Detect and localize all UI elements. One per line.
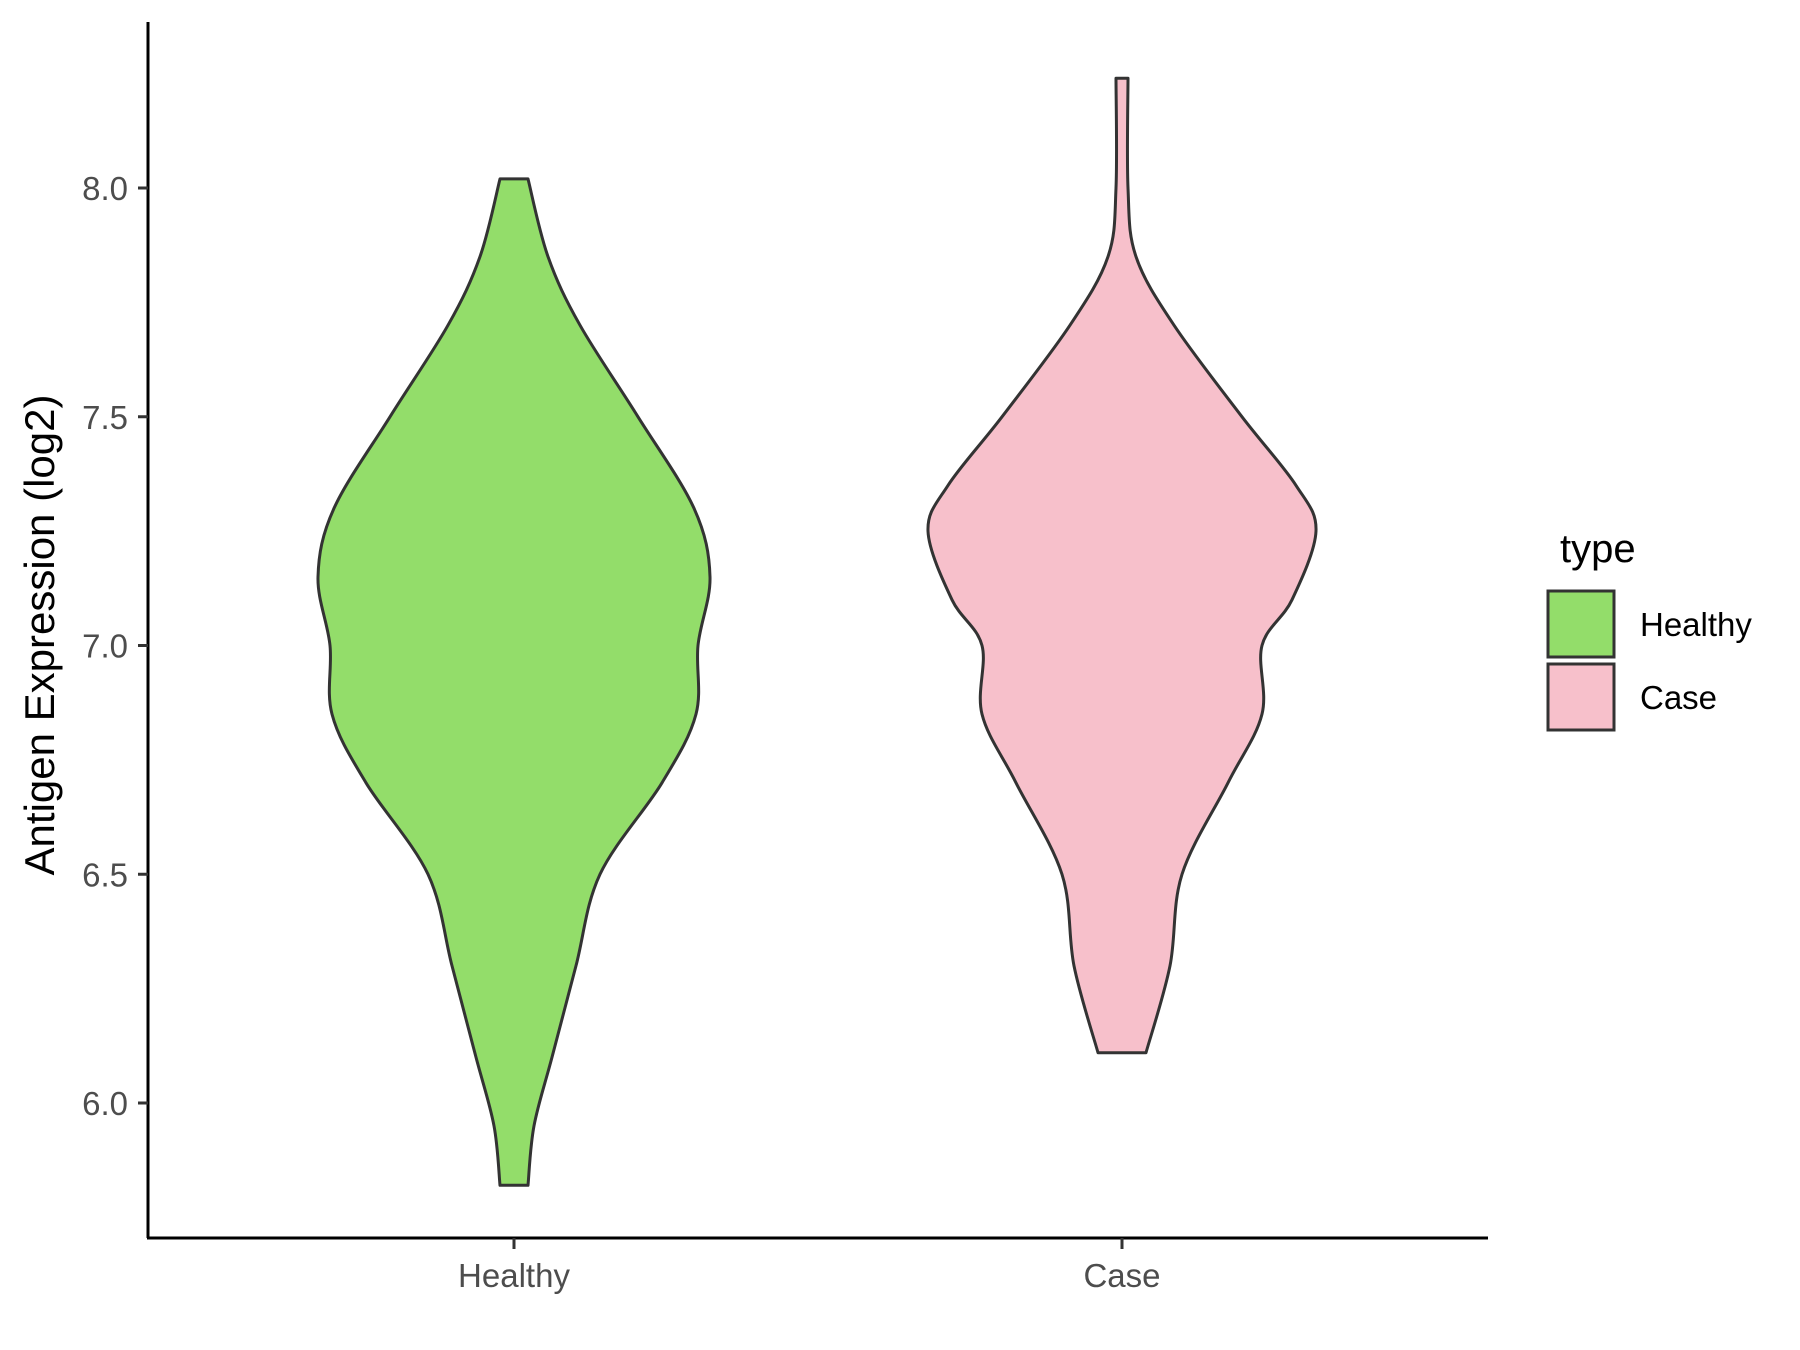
y-tick-label: 8.0 — [82, 170, 128, 207]
y-axis-ticks: 6.0 6.5 7.0 7.5 8.0 — [82, 170, 148, 1122]
legend: type Healthy Case — [1546, 527, 1752, 732]
legend-swatch-case — [1546, 662, 1616, 732]
x-axis-ticks: Healthy Case — [458, 1238, 1161, 1294]
violin-layer — [316, 76, 1318, 1187]
x-tick-label: Case — [1083, 1257, 1160, 1294]
legend-title: type — [1560, 527, 1636, 571]
x-tick-label: Healthy — [458, 1257, 570, 1294]
legend-label-healthy: Healthy — [1640, 606, 1752, 643]
y-tick-label: 6.5 — [82, 856, 128, 893]
y-tick-label: 6.0 — [82, 1085, 128, 1122]
y-axis-title: Antigen Expression (log2) — [16, 395, 63, 876]
y-tick-label: 7.5 — [82, 399, 128, 436]
legend-swatch-healthy — [1546, 589, 1616, 659]
legend-entries: Healthy Case — [1546, 589, 1752, 732]
y-tick-label: 7.0 — [82, 628, 128, 665]
legend-label-case: Case — [1640, 679, 1717, 716]
violin-case — [926, 76, 1318, 1055]
violin-healthy — [316, 177, 712, 1187]
